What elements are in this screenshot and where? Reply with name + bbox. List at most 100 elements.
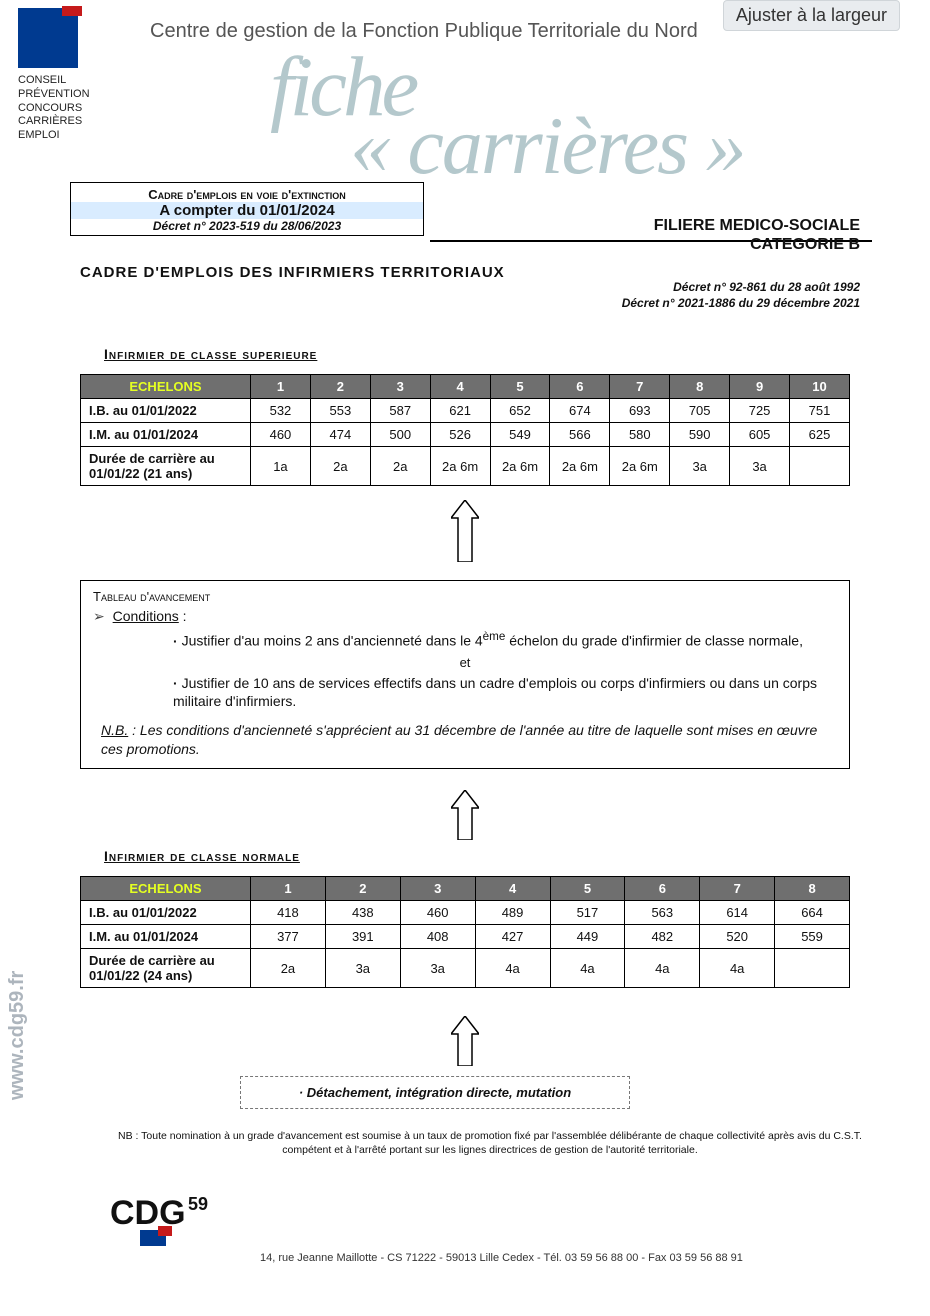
cell: 563: [625, 901, 700, 925]
cell: 751: [790, 399, 850, 423]
cell: 3a: [730, 447, 790, 486]
echelon-num: 4: [430, 375, 490, 399]
table-row: Durée de carrière au 01/01/22 (21 ans) 1…: [81, 447, 850, 486]
advancement-et: et: [93, 655, 837, 670]
cell: 566: [550, 423, 610, 447]
arrow-up-1: [0, 500, 930, 562]
advancement-bullet-2: Justifier de 10 ans de services effectif…: [173, 674, 837, 712]
echelons-header: ECHELONS: [81, 375, 251, 399]
cell: 427: [475, 925, 550, 949]
advancement-conditions-label: ➢ Conditions :: [93, 608, 837, 625]
cell: 377: [251, 925, 326, 949]
cell: 590: [670, 423, 730, 447]
sidebar-word: PRÉVENTION: [18, 88, 90, 102]
cell: 2a: [370, 447, 430, 486]
cell: 625: [790, 423, 850, 447]
section-normale: Infirmier de classe normale ECHELONS 1 2…: [80, 848, 850, 988]
echelon-num: 1: [251, 375, 311, 399]
cell: 532: [251, 399, 311, 423]
watermark-carrieres: « carrières »: [350, 105, 745, 187]
cell: 553: [310, 399, 370, 423]
cell: 474: [310, 423, 370, 447]
table-header-row: ECHELONS 1 2 3 4 5 6 7 8 9 10: [81, 375, 850, 399]
table-normale: ECHELONS 1 2 3 4 5 6 7 8 I.B. au 01/01/2…: [80, 876, 850, 988]
decrets-block: Décret n° 92-861 du 28 août 1992 Décret …: [622, 280, 860, 311]
table-row: I.M. au 01/01/2024 460474500526549566580…: [81, 423, 850, 447]
cell: 2a 6m: [550, 447, 610, 486]
cell: 3a: [670, 447, 730, 486]
table-header-row: ECHELONS 1 2 3 4 5 6 7 8: [81, 877, 850, 901]
sidebar-word: CONCOURS: [18, 102, 90, 116]
fit-width-button[interactable]: Ajuster à la largeur: [723, 0, 900, 31]
row-label: I.B. au 01/01/2022: [81, 399, 251, 423]
cell: 418: [251, 901, 326, 925]
svg-text:59: 59: [188, 1194, 208, 1214]
cell: 587: [370, 399, 430, 423]
chevron-right-icon: ➢: [93, 608, 105, 624]
echelon-num: 3: [400, 877, 475, 901]
extinction-box: Cadre d'emplois en voie d'extinction A c…: [70, 182, 424, 236]
cell: 652: [490, 399, 550, 423]
cell: 664: [775, 901, 850, 925]
cell: 526: [430, 423, 490, 447]
sidebar-word: CONSEIL: [18, 74, 90, 88]
cell: 693: [610, 399, 670, 423]
cell: 2a: [310, 447, 370, 486]
advancement-nb: N.B. : Les conditions d'ancienneté s'app…: [101, 721, 837, 757]
extinction-decree: Décret n° 2023-519 du 28/06/2023: [71, 219, 423, 233]
cell: 2a: [251, 949, 326, 988]
cell: 621: [430, 399, 490, 423]
advancement-heading: Tableau d'avancement: [93, 589, 837, 604]
echelon-num: 8: [670, 375, 730, 399]
filiere-line2: CATEGORIE B: [654, 235, 860, 254]
echelon-num: 7: [700, 877, 775, 901]
cell: 3a: [400, 949, 475, 988]
extinction-date: A compter du 01/01/2024: [71, 202, 423, 219]
sidebar-word: CARRIÈRES: [18, 115, 90, 129]
cell: 4a: [700, 949, 775, 988]
cell: 500: [370, 423, 430, 447]
echelon-num: 6: [625, 877, 700, 901]
cell: 391: [325, 925, 400, 949]
cell: 674: [550, 399, 610, 423]
row-label: I.M. au 01/01/2024: [81, 925, 251, 949]
logo-square-icon: [18, 8, 78, 68]
decret-1: Décret n° 92-861 du 28 août 1992: [622, 280, 860, 296]
org-logo: CONSEIL PRÉVENTION CONCOURS CARRIÈRES EM…: [18, 8, 90, 143]
cell: [775, 949, 850, 988]
cell: 489: [475, 901, 550, 925]
echelon-num: 3: [370, 375, 430, 399]
cell: 4a: [550, 949, 625, 988]
row-label: Durée de carrière au 01/01/22 (21 ans): [81, 447, 251, 486]
section-title-norm: Infirmier de classe normale: [104, 848, 850, 864]
table-row: Durée de carrière au 01/01/22 (24 ans) 2…: [81, 949, 850, 988]
cell: [790, 447, 850, 486]
cell: 2a 6m: [490, 447, 550, 486]
echelon-num: 6: [550, 375, 610, 399]
cell: 482: [625, 925, 700, 949]
table-row: I.M. au 01/01/2024 377391408427449482520…: [81, 925, 850, 949]
cell: 438: [325, 901, 400, 925]
echelon-num: 5: [550, 877, 625, 901]
cell: 520: [700, 925, 775, 949]
echelon-num: 10: [790, 375, 850, 399]
echelon-num: 5: [490, 375, 550, 399]
table-superieure: ECHELONS 1 2 3 4 5 6 7 8 9 10 I.B. au 01…: [80, 374, 850, 486]
echelon-num: 7: [610, 375, 670, 399]
detachment-box: · Détachement, intégration directe, muta…: [240, 1076, 630, 1109]
side-url: www.cdg59.fr: [6, 971, 29, 1100]
row-label: I.B. au 01/01/2022: [81, 901, 251, 925]
row-label: I.M. au 01/01/2024: [81, 423, 251, 447]
cell: 460: [400, 901, 475, 925]
sidebar-keywords: CONSEIL PRÉVENTION CONCOURS CARRIÈRES EM…: [18, 74, 90, 143]
advancement-box: Tableau d'avancement ➢ Conditions : Just…: [80, 580, 850, 769]
svg-text:CDG: CDG: [110, 1194, 186, 1232]
cell: 605: [730, 423, 790, 447]
footer-address: 14, rue Jeanne Maillotte - CS 71222 - 59…: [260, 1252, 743, 1264]
table-row: I.B. au 01/01/2022 418438460489517563614…: [81, 901, 850, 925]
cell: 2a 6m: [610, 447, 670, 486]
cell: 2a 6m: [430, 447, 490, 486]
extinction-heading: Cadre d'emplois en voie d'extinction: [71, 187, 423, 202]
echelon-num: 9: [730, 375, 790, 399]
cell: 614: [700, 901, 775, 925]
